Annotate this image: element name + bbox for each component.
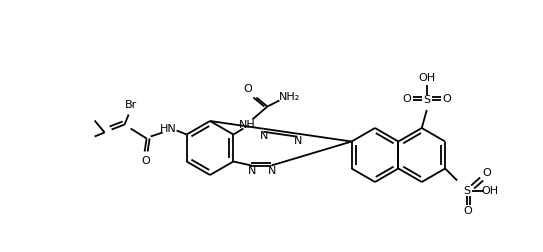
Text: O: O [141, 155, 150, 166]
Text: N: N [294, 136, 302, 146]
Text: NH: NH [239, 119, 256, 130]
Text: O: O [443, 94, 451, 104]
Text: N: N [268, 167, 276, 176]
Text: N: N [248, 167, 257, 176]
Text: OH: OH [418, 73, 435, 83]
Text: OH: OH [482, 185, 498, 196]
Text: O: O [483, 168, 491, 177]
Text: NH₂: NH₂ [279, 91, 300, 102]
Text: Br: Br [124, 100, 137, 110]
Text: HN: HN [160, 123, 177, 134]
Text: O: O [402, 94, 411, 104]
Text: O: O [243, 83, 252, 93]
Text: N: N [260, 131, 268, 141]
Text: O: O [464, 206, 472, 216]
Text: S: S [423, 95, 431, 105]
Text: S: S [464, 185, 471, 196]
